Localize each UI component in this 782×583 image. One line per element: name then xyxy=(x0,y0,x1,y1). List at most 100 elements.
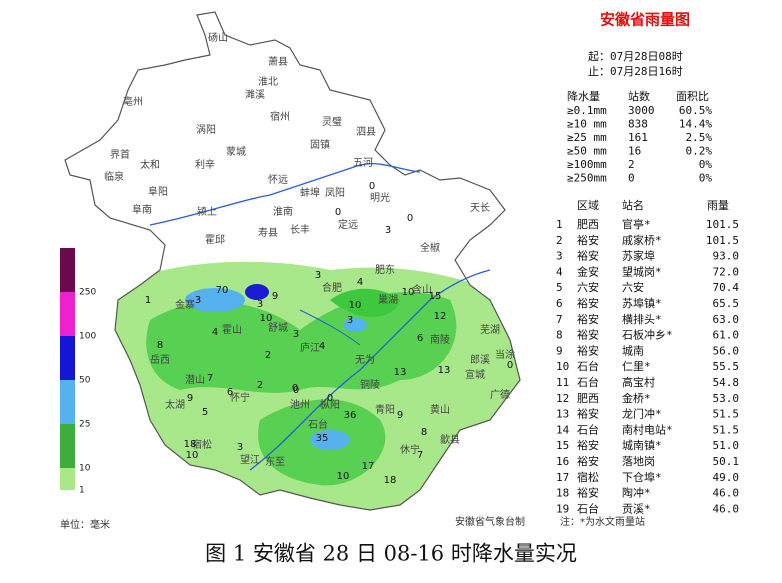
rain-value: 9 xyxy=(187,393,193,404)
ranking-cell: 7 xyxy=(556,313,563,326)
ranking-cell: 金安 xyxy=(577,264,599,278)
ranking-cell: 18 xyxy=(556,487,569,500)
ranking-cell: 戚家桥* xyxy=(622,233,662,247)
ranking-header: 站名 xyxy=(622,198,644,212)
rain-value: 0 xyxy=(335,207,341,218)
rain-value: 13 xyxy=(394,367,407,378)
rain-value: 2 xyxy=(257,380,263,391)
stats-cell: 14.4% xyxy=(679,118,712,131)
ranking-cell: 15 xyxy=(556,439,569,452)
rain-value: 8 xyxy=(157,340,163,351)
ranking-cell: 19 xyxy=(556,502,569,515)
place-name: 含山 xyxy=(412,283,432,296)
ranking-cell: 仁里* xyxy=(622,360,651,373)
ranking-cell: 裕安 xyxy=(577,312,599,326)
stats-header: 降水量 xyxy=(567,89,600,103)
rain-value: 6 xyxy=(227,387,233,398)
place-name: 金寨 xyxy=(175,298,195,311)
ranking-cell: 14 xyxy=(556,423,570,436)
place-name: 无为 xyxy=(355,354,375,366)
place-name: 利辛 xyxy=(195,158,215,171)
stats-cell: 838 xyxy=(628,118,648,131)
ranking-cell: 10 xyxy=(556,360,569,373)
rain-value: 15 xyxy=(429,291,442,302)
ranking-cell: 裕安 xyxy=(577,249,599,263)
place-name: 淮北 xyxy=(258,76,278,88)
place-name: 定远 xyxy=(338,218,358,231)
map-title: 安徽省雨量图 xyxy=(600,11,690,29)
rain-value: 8 xyxy=(421,427,427,438)
place-name: 全椒 xyxy=(420,241,440,254)
place-name: 灵璧 xyxy=(322,115,342,128)
ranking-cell: 63.0 xyxy=(713,313,740,326)
ranking-cell: 陶冲* xyxy=(622,486,651,500)
ranking-header: 区域 xyxy=(577,199,599,212)
place-name: 池州 xyxy=(290,398,310,411)
place-name: 郎溪 xyxy=(470,353,490,366)
rain-value: 10 xyxy=(402,287,415,298)
ranking-cell: 贡溪* xyxy=(622,502,651,515)
rain-value: 0 xyxy=(293,385,299,396)
ranking-cell: 南村电站* xyxy=(622,422,673,436)
start-time: 起：07月28日08时 xyxy=(588,50,683,63)
rain-value: 3 xyxy=(385,225,391,236)
ranking-cell: 17 xyxy=(556,471,569,484)
ranking-cell: 落地岗 xyxy=(622,455,655,468)
ranking-cell: 5 xyxy=(556,281,563,294)
place-name: 长丰 xyxy=(290,223,310,236)
ranking-cell: 46.0 xyxy=(713,487,740,500)
place-name: 五河 xyxy=(353,157,373,169)
ranking-cell: 65.5 xyxy=(713,297,740,310)
ranking-cell: 苏家埠 xyxy=(622,249,655,263)
ranking-cell: 横排头* xyxy=(622,312,662,326)
ranking-cell: 11 xyxy=(556,376,569,389)
place-name: 亳州 xyxy=(123,95,143,108)
ranking-cell: 城南 xyxy=(622,344,644,357)
rain-value: 4 xyxy=(212,327,218,338)
ranking-cell: 龙门冲* xyxy=(622,407,662,421)
place-name: 濉溪 xyxy=(245,88,265,101)
ranking-cell: 金桥* xyxy=(622,391,651,405)
ranking-cell: 裕安 xyxy=(577,296,599,310)
place-name: 黄山 xyxy=(430,403,450,416)
place-name: 怀宁 xyxy=(230,391,250,404)
place-name: 天长 xyxy=(470,202,490,214)
place-name: 肥东 xyxy=(375,263,395,276)
place-name: 淮南 xyxy=(273,205,293,218)
rain-value: 18 xyxy=(384,475,397,486)
rain-value: 5 xyxy=(202,407,208,418)
caption: 图 1 安徽省 28 日 08-16 时降水量实况 xyxy=(205,542,577,566)
rain-value: 17 xyxy=(362,461,375,472)
stats-cell: ≥0.1mm xyxy=(567,104,607,117)
legend-label: 100 xyxy=(79,332,96,342)
place-name: 枞阳 xyxy=(320,398,340,411)
ranking-cell: 2 xyxy=(556,234,563,247)
stats-header: 面积比 xyxy=(676,90,709,103)
ranking-cell: 石板冲乡* xyxy=(622,328,673,342)
place-name: 广德 xyxy=(490,388,510,401)
place-name: 萧县 xyxy=(268,56,288,68)
place-name: 蒙城 xyxy=(226,145,246,158)
place-name: 太湖 xyxy=(165,398,185,411)
ranking-cell: 望城岗* xyxy=(622,265,662,278)
ranking-cell: 裕安 xyxy=(577,233,599,247)
place-name: 宿松 xyxy=(192,438,212,451)
ranking-header: 雨量 xyxy=(707,199,729,212)
ranking-cell: 101.5 xyxy=(706,234,739,247)
stats-cell: ≥10 mm xyxy=(567,118,607,131)
ranking-cell: 下仓埠* xyxy=(622,470,662,484)
rain-value: 3 xyxy=(315,270,321,281)
rain-value: 4 xyxy=(357,277,363,288)
ranking-cell: 裕安 xyxy=(577,454,599,468)
legend xyxy=(60,248,75,490)
ranking-cell: 51.5 xyxy=(713,423,740,436)
place-name: 霍山 xyxy=(222,324,242,336)
rain-value: 0 xyxy=(327,393,333,404)
stats-cell: 0.2% xyxy=(686,145,713,158)
place-name: 泗县 xyxy=(356,126,376,138)
rain-value: 36 xyxy=(344,410,357,421)
ranking-cell: 12 xyxy=(556,392,569,405)
ranking-cell: 13 xyxy=(556,408,569,421)
rain-value: 10 xyxy=(337,471,350,482)
